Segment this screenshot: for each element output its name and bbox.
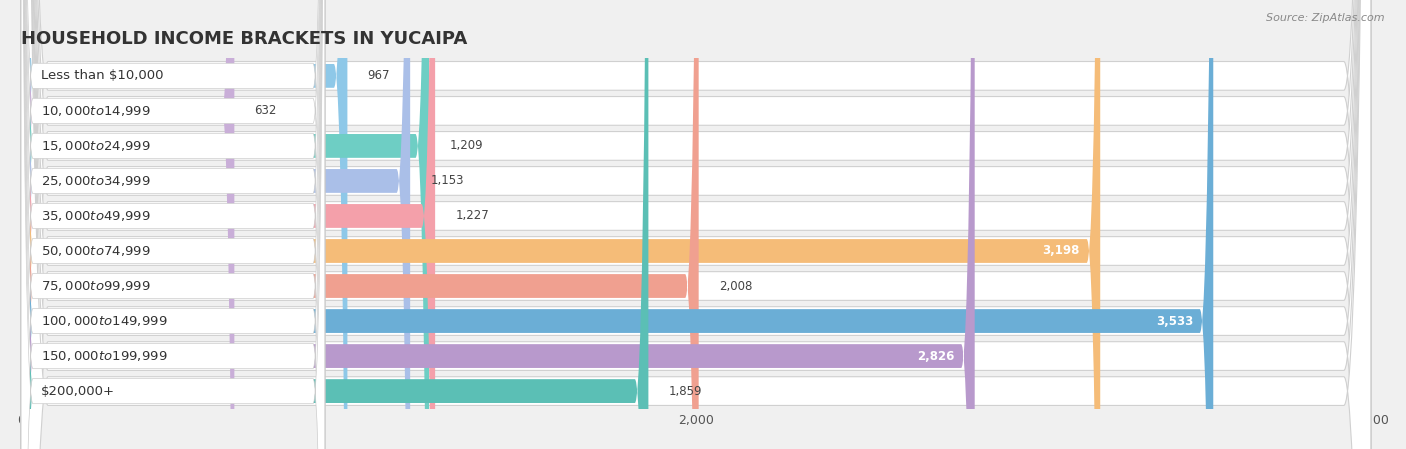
FancyBboxPatch shape bbox=[21, 0, 325, 449]
Text: $35,000 to $49,999: $35,000 to $49,999 bbox=[41, 209, 150, 223]
Text: $10,000 to $14,999: $10,000 to $14,999 bbox=[41, 104, 150, 118]
FancyBboxPatch shape bbox=[21, 0, 1371, 449]
FancyBboxPatch shape bbox=[21, 0, 347, 449]
Text: 967: 967 bbox=[367, 70, 389, 82]
FancyBboxPatch shape bbox=[21, 0, 1371, 449]
Text: Less than $10,000: Less than $10,000 bbox=[41, 70, 165, 82]
Text: $25,000 to $34,999: $25,000 to $34,999 bbox=[41, 174, 150, 188]
FancyBboxPatch shape bbox=[21, 0, 325, 449]
FancyBboxPatch shape bbox=[21, 0, 1371, 449]
FancyBboxPatch shape bbox=[21, 0, 1371, 449]
Text: 632: 632 bbox=[254, 105, 277, 117]
Text: $150,000 to $199,999: $150,000 to $199,999 bbox=[41, 349, 167, 363]
FancyBboxPatch shape bbox=[21, 0, 434, 449]
FancyBboxPatch shape bbox=[21, 0, 325, 449]
FancyBboxPatch shape bbox=[21, 0, 1371, 449]
FancyBboxPatch shape bbox=[21, 0, 1371, 449]
FancyBboxPatch shape bbox=[21, 0, 325, 449]
Text: 2,826: 2,826 bbox=[917, 350, 955, 362]
FancyBboxPatch shape bbox=[21, 0, 1371, 449]
FancyBboxPatch shape bbox=[21, 0, 1371, 449]
FancyBboxPatch shape bbox=[21, 0, 235, 449]
Text: Source: ZipAtlas.com: Source: ZipAtlas.com bbox=[1267, 13, 1385, 23]
FancyBboxPatch shape bbox=[21, 0, 325, 449]
Text: $200,000+: $200,000+ bbox=[41, 385, 115, 397]
FancyBboxPatch shape bbox=[21, 0, 1371, 449]
Text: $50,000 to $74,999: $50,000 to $74,999 bbox=[41, 244, 150, 258]
Text: 1,859: 1,859 bbox=[669, 385, 702, 397]
FancyBboxPatch shape bbox=[21, 0, 325, 449]
FancyBboxPatch shape bbox=[21, 0, 429, 449]
FancyBboxPatch shape bbox=[21, 0, 1101, 449]
FancyBboxPatch shape bbox=[21, 0, 325, 449]
FancyBboxPatch shape bbox=[21, 0, 648, 449]
FancyBboxPatch shape bbox=[21, 0, 1213, 449]
Text: 1,209: 1,209 bbox=[450, 140, 482, 152]
FancyBboxPatch shape bbox=[21, 0, 325, 449]
Text: 3,198: 3,198 bbox=[1043, 245, 1080, 257]
Text: 3,533: 3,533 bbox=[1156, 315, 1194, 327]
FancyBboxPatch shape bbox=[21, 0, 325, 449]
FancyBboxPatch shape bbox=[21, 0, 699, 449]
Text: 2,008: 2,008 bbox=[718, 280, 752, 292]
Text: HOUSEHOLD INCOME BRACKETS IN YUCAIPA: HOUSEHOLD INCOME BRACKETS IN YUCAIPA bbox=[21, 31, 467, 48]
FancyBboxPatch shape bbox=[21, 0, 325, 449]
Text: $100,000 to $149,999: $100,000 to $149,999 bbox=[41, 314, 167, 328]
Text: 1,153: 1,153 bbox=[430, 175, 464, 187]
Text: $15,000 to $24,999: $15,000 to $24,999 bbox=[41, 139, 150, 153]
Text: $75,000 to $99,999: $75,000 to $99,999 bbox=[41, 279, 150, 293]
FancyBboxPatch shape bbox=[21, 0, 1371, 449]
FancyBboxPatch shape bbox=[21, 0, 974, 449]
FancyBboxPatch shape bbox=[21, 0, 411, 449]
Text: 1,227: 1,227 bbox=[456, 210, 489, 222]
